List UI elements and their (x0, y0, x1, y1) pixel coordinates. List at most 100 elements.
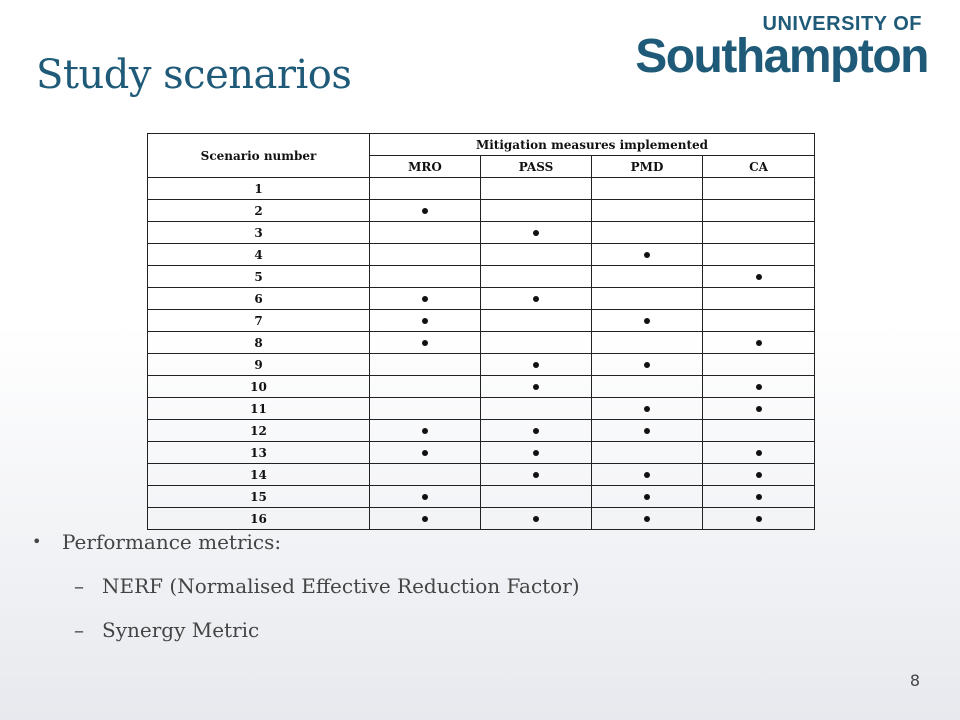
measure-cell-ca (702, 397, 815, 420)
scenario-number-cell: 7 (147, 309, 370, 332)
bullet-marker: • (32, 532, 42, 551)
measure-cell-mro (369, 243, 481, 266)
table-row: 4 (147, 243, 815, 266)
sub-bullet-nerf: – NERF (Normalised Effective Reduction F… (32, 572, 580, 600)
sub-bullet-synergy: – Synergy Metric (32, 616, 580, 644)
table-body: 1 2 3 4 5 6 7 8 9 10 11 12 13 14 15 16 (147, 177, 815, 530)
scenario-number-cell: 11 (147, 397, 370, 420)
measure-cell-ca (702, 507, 815, 530)
implemented-dot-icon (533, 296, 539, 302)
implemented-dot-icon (644, 516, 650, 522)
measure-cell-ca (702, 419, 815, 442)
measure-cell-pmd (591, 177, 703, 200)
measure-cell-ca (702, 441, 815, 464)
implemented-dot-icon (644, 428, 650, 434)
measure-cell-ca (702, 199, 815, 222)
scenario-number-cell: 9 (147, 353, 370, 376)
implemented-dot-icon (644, 472, 650, 478)
implemented-dot-icon (533, 516, 539, 522)
implemented-dot-icon (755, 340, 762, 346)
implemented-dot-icon (755, 406, 762, 412)
measure-cell-mro (369, 419, 481, 442)
measure-cell-pass (480, 221, 592, 244)
measure-cell-ca (702, 287, 815, 310)
measure-cell-mro (369, 397, 481, 420)
sub-bullet-text: NERF (Normalised Effective Reduction Fac… (102, 574, 580, 598)
table-row: 12 (147, 419, 815, 442)
measure-cell-mro (369, 177, 481, 200)
scenario-number-cell: 14 (147, 463, 370, 486)
implemented-dot-icon (533, 428, 539, 434)
scenario-number-cell: 1 (147, 177, 370, 200)
measure-cell-ca (702, 177, 815, 200)
table-row: 1 (147, 177, 815, 200)
page-number: 8 (909, 671, 920, 690)
scenario-number-cell: 3 (147, 221, 370, 244)
measure-cell-mro (369, 331, 481, 354)
measure-cell-pmd (591, 265, 703, 288)
measure-cell-pass (480, 353, 592, 376)
measure-cell-pmd (591, 463, 703, 486)
header-scenario-number: Scenario number (147, 133, 370, 178)
implemented-dot-icon (644, 362, 650, 368)
implemented-dot-icon (422, 340, 428, 346)
measure-cell-pass (480, 441, 592, 464)
measure-cell-pass (480, 397, 592, 420)
table-row: 2 (147, 199, 815, 222)
university-logo: UNIVERSITY OF Southampton (635, 14, 929, 83)
implemented-dot-icon (533, 230, 539, 236)
sub-bullet-dash: – (74, 574, 84, 598)
scenario-table: Scenario number Mitigation measures impl… (147, 133, 815, 530)
measure-cell-pass (480, 375, 592, 398)
table-row: 5 (147, 265, 815, 288)
implemented-dot-icon (422, 428, 428, 434)
measure-cell-pass (480, 463, 592, 486)
implemented-dot-icon (644, 318, 650, 324)
header-mro: MRO (369, 155, 481, 178)
measure-cell-pass (480, 419, 592, 442)
measure-cell-pmd (591, 221, 703, 244)
implemented-dot-icon (422, 450, 428, 456)
measure-cell-mro (369, 463, 481, 486)
implemented-dot-icon (755, 274, 762, 280)
measure-cell-pmd (591, 397, 703, 420)
measure-cell-pmd (591, 353, 703, 376)
scenario-number-cell: 6 (147, 287, 370, 310)
measure-cell-pass (480, 331, 592, 354)
measure-cell-pass (480, 265, 592, 288)
implemented-dot-icon (533, 472, 539, 478)
implemented-dot-icon (533, 450, 539, 456)
measure-cell-pmd (591, 331, 703, 354)
table-row: 13 (147, 441, 815, 464)
table-row: 7 (147, 309, 815, 332)
implemented-dot-icon (644, 406, 650, 412)
header-pmd: PMD (591, 155, 703, 178)
measure-cell-pass (480, 287, 592, 310)
measure-cell-ca (702, 309, 815, 332)
scenario-number-cell: 16 (147, 507, 370, 530)
scenario-number-cell: 10 (147, 375, 370, 398)
measure-cell-ca (702, 331, 815, 354)
measure-cell-mro (369, 265, 481, 288)
bullet-performance-metrics: • Performance metrics: (32, 528, 580, 556)
implemented-dot-icon (422, 296, 428, 302)
sub-bullet-text: Synergy Metric (102, 618, 260, 642)
scenario-number-cell: 12 (147, 419, 370, 442)
implemented-dot-icon (755, 494, 762, 500)
measure-cell-ca (702, 485, 815, 508)
header-pass: PASS (480, 155, 592, 178)
sub-bullet-dash: – (74, 618, 84, 642)
table-row: 10 (147, 375, 815, 398)
measure-cell-pmd (591, 199, 703, 222)
measure-cell-mro (369, 507, 481, 530)
measure-cell-ca (702, 265, 815, 288)
table-row: 11 (147, 397, 815, 420)
scenario-number-cell: 8 (147, 331, 370, 354)
header-mitigation-measures: Mitigation measures implemented (369, 133, 815, 156)
measure-cell-ca (702, 221, 815, 244)
implemented-dot-icon (644, 252, 650, 258)
implemented-dot-icon (755, 472, 762, 478)
measure-cell-pmd (591, 485, 703, 508)
logo-main-text: Southampton (635, 30, 929, 83)
measure-cell-pass (480, 507, 592, 530)
